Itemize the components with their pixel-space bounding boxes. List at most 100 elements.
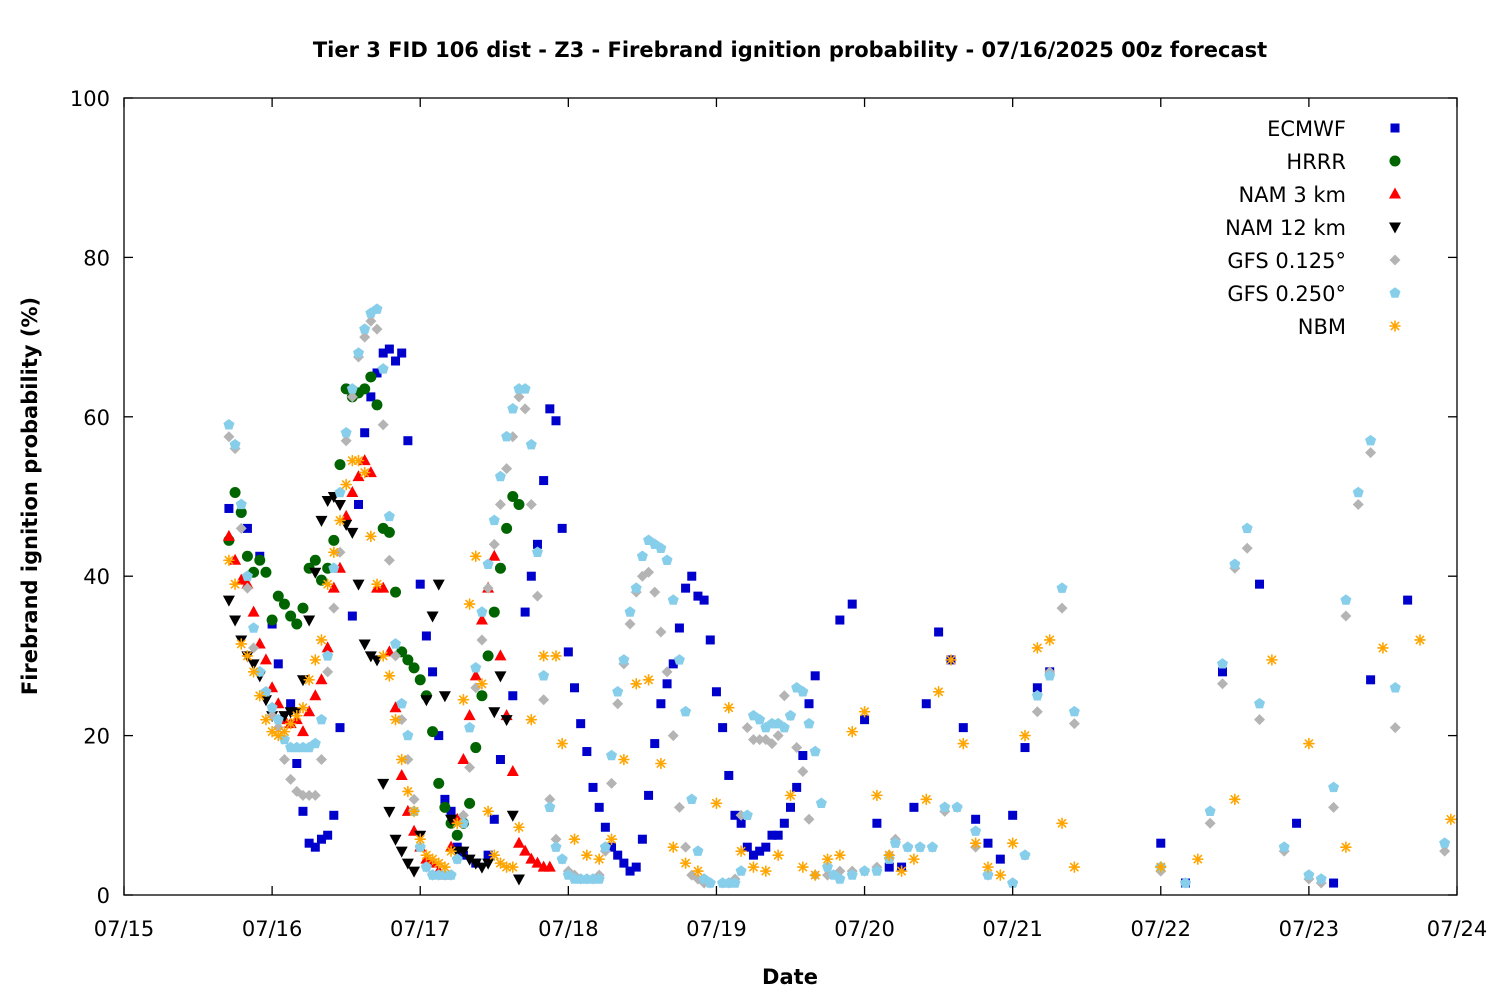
data-point-gfs-0-250 <box>784 709 797 721</box>
data-point-ecmwf <box>421 631 431 641</box>
data-point-hrrr <box>359 383 371 395</box>
data-point-gfs-0-125 <box>494 498 506 510</box>
data-point-gfs-0-125 <box>655 626 667 638</box>
data-point-ecmwf <box>786 802 795 812</box>
y-tick-label: 40 <box>83 565 110 589</box>
data-point-gfs-0-250 <box>1068 705 1080 717</box>
data-point-ecmwf <box>391 356 401 366</box>
data-point-nam-3-km <box>519 844 532 856</box>
data-point-nbm <box>1154 861 1167 873</box>
data-point-nbm <box>537 650 550 662</box>
data-point-nbm <box>821 853 834 865</box>
plot-points <box>222 303 1457 889</box>
data-point-ecmwf <box>909 802 919 812</box>
data-point-nbm <box>463 598 476 610</box>
data-point-ecmwf <box>304 838 314 848</box>
data-point-gfs-0-250 <box>704 877 716 888</box>
data-point-hrrr <box>507 491 519 502</box>
data-point-nbm <box>488 849 501 861</box>
legend-label-hrrr: HRRR <box>1286 150 1346 174</box>
data-point-gfs-0-250 <box>599 841 611 852</box>
data-point-nbm <box>389 713 402 726</box>
data-point-hrrr <box>285 610 297 622</box>
data-point-ecmwf <box>644 790 654 800</box>
data-point-gfs-0-125 <box>1439 845 1451 857</box>
data-point-ecmwf <box>397 348 407 358</box>
data-point-gfs-0-250 <box>352 347 365 358</box>
data-point-gfs-0-125 <box>643 566 655 578</box>
data-point-nam-3-km <box>395 768 408 780</box>
data-point-ecmwf <box>1217 667 1227 677</box>
data-point-gfs-0-250 <box>556 853 568 864</box>
data-point-ecmwf <box>755 846 765 856</box>
data-point-gfs-0-250 <box>692 845 704 856</box>
data-point-gfs-0-125 <box>371 323 383 335</box>
data-point-nam-3-km <box>259 653 272 665</box>
data-point-gfs-0-125 <box>408 793 420 805</box>
data-point-gfs-0-250 <box>346 383 358 394</box>
data-point-gfs-0-125 <box>1352 498 1364 510</box>
legend-label-ecmwf: ECMWF <box>1267 117 1346 141</box>
data-point-nbm <box>834 849 846 861</box>
data-point-ecmwf <box>1008 810 1018 820</box>
data-point-gfs-0-250 <box>414 841 426 852</box>
data-point-gfs-0-250 <box>501 430 513 442</box>
data-point-nam-3-km <box>309 689 322 701</box>
data-point-ecmwf <box>724 770 734 780</box>
data-point-ecmwf <box>934 627 944 637</box>
data-point-hrrr <box>414 674 426 686</box>
data-point-ecmwf <box>1292 818 1302 828</box>
data-point-nam-12-km <box>463 854 476 866</box>
data-point-hrrr <box>241 550 253 562</box>
data-point-nam-12-km <box>401 858 414 870</box>
data-point-gfs-0-250 <box>686 793 698 805</box>
data-point-nam-3-km <box>457 753 470 765</box>
data-point-ecmwf <box>323 830 333 840</box>
data-point-nam-3-km <box>303 705 316 717</box>
data-point-nam-12-km <box>333 499 346 511</box>
data-point-gfs-0-125 <box>457 809 469 821</box>
data-point-gfs-0-125 <box>507 431 519 443</box>
data-point-gfs-0-250 <box>309 737 321 749</box>
data-point-hrrr <box>470 742 482 754</box>
data-point-gfs-0-250 <box>1216 658 1229 669</box>
data-point-gfs-0-250 <box>235 498 247 510</box>
data-point-ecmwf <box>403 436 413 446</box>
data-point-nbm <box>568 833 581 846</box>
data-point-ecmwf <box>440 794 450 804</box>
data-point-gfs-0-125 <box>1365 447 1377 459</box>
data-point-ecmwf <box>508 691 518 701</box>
data-point-nam-12-km <box>364 651 377 663</box>
data-point-ecmwf <box>631 862 641 872</box>
data-point-gfs-0-250 <box>1056 582 1068 593</box>
data-point-hrrr <box>476 690 488 702</box>
data-point-nbm <box>797 861 809 873</box>
data-point-nbm <box>253 689 266 702</box>
data-point-ecmwf <box>570 683 580 693</box>
data-point-gfs-0-250 <box>1019 849 1031 860</box>
data-point-nbm <box>1414 634 1426 646</box>
data-point-nbm <box>426 853 439 865</box>
data-point-gfs-0-250 <box>531 546 543 557</box>
data-point-nbm <box>439 861 451 873</box>
x-tick-label: 07/19 <box>686 917 747 941</box>
data-point-nbm <box>408 805 420 818</box>
data-point-gfs-0-250 <box>390 638 402 649</box>
data-point-nam-3-km <box>512 836 525 848</box>
data-point-gfs-0-250 <box>914 841 926 852</box>
data-point-gfs-0-125 <box>488 538 500 550</box>
data-point-nam-3-km <box>346 486 359 498</box>
data-point-gfs-0-125 <box>747 734 759 746</box>
data-point-hrrr <box>383 526 395 538</box>
data-point-nam-12-km <box>488 707 501 719</box>
data-point-gfs-0-250 <box>618 654 630 665</box>
data-point-gfs-0-125 <box>791 742 803 754</box>
data-point-nam-3-km <box>364 466 377 478</box>
data-point-gfs-0-125 <box>513 391 525 403</box>
data-point-hrrr <box>260 566 272 578</box>
data-point-nbm <box>223 554 235 567</box>
data-point-nam-3-km <box>494 649 507 661</box>
data-point-gfs-0-125 <box>1068 718 1080 730</box>
data-point-nbm <box>1056 817 1068 830</box>
data-point-gfs-0-250 <box>636 550 648 561</box>
